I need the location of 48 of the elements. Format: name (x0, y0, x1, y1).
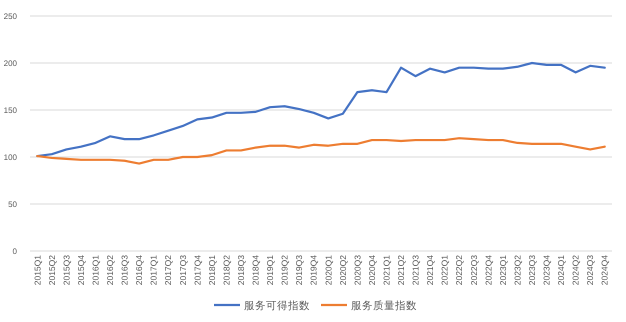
x-tick-label: 2023Q4 (542, 254, 552, 286)
x-tick-label: 2019Q2 (280, 254, 290, 286)
x-tick-label: 2024Q4 (600, 254, 610, 286)
x-tick-label: 2023Q1 (498, 254, 508, 286)
x-tick-label: 2024Q3 (585, 254, 596, 286)
x-tick-label: 2020Q3 (352, 254, 362, 286)
x-tick-label: 2019Q1 (265, 254, 276, 286)
x-tick-label: 2018Q1 (206, 254, 217, 286)
x-tick-label: 2021Q2 (396, 254, 406, 286)
x-tick-label: 2015Q2 (46, 254, 57, 286)
y-tick-label: 50 (8, 200, 18, 209)
y-tick-label: 200 (4, 59, 18, 68)
x-tick-label: 2019Q3 (294, 254, 304, 286)
x-tick-label: 2021Q3 (410, 254, 421, 286)
x-tick-label: 2020Q4 (366, 254, 377, 286)
x-tick-label: 2022Q1 (440, 254, 450, 286)
x-tick-label: 2018Q3 (236, 254, 246, 286)
x-tick-label: 2022Q3 (468, 254, 479, 286)
x-tick-label: 2021Q4 (425, 254, 436, 286)
x-tick-label: 2015Q4 (76, 254, 86, 286)
x-tick-label: 2023Q2 (512, 254, 522, 286)
y-tick-label: 150 (4, 106, 18, 115)
x-tick-label: 2017Q3 (178, 254, 188, 286)
y-tick-label: 0 (12, 247, 18, 256)
x-tick-label: 2024Q1 (556, 254, 566, 286)
x-tick-label: 2018Q2 (221, 254, 232, 286)
x-tick-label: 2024Q2 (570, 254, 581, 286)
x-tick-label: 2017Q4 (192, 254, 202, 286)
x-tick-label: 2015Q3 (61, 254, 72, 286)
x-tick-label: 2020Q1 (323, 254, 334, 286)
y-tick-label: 250 (4, 12, 18, 21)
x-tick-label: 2022Q2 (454, 254, 464, 286)
x-tick-label: 2015Q1 (32, 254, 42, 286)
x-tick-label: 2016Q3 (120, 254, 130, 286)
x-tick-label: 2017Q1 (148, 254, 159, 286)
x-tick-label: 2017Q2 (163, 254, 174, 286)
x-tick-label: 2023Q3 (526, 254, 537, 286)
legend-label: 服务可得指数 (244, 300, 310, 312)
x-tick-label: 2020Q2 (338, 254, 348, 286)
x-tick-label: 2018Q4 (250, 254, 261, 286)
x-tick-label: 2021Q1 (381, 254, 392, 286)
x-tick-label: 2016Q1 (90, 254, 100, 286)
x-tick-label: 2022Q4 (483, 254, 494, 286)
legend-label: 服务质量指数 (351, 299, 417, 312)
x-tick-label: 2016Q4 (134, 254, 144, 286)
x-tick-label: 2016Q2 (105, 254, 116, 286)
y-tick-label: 100 (4, 153, 18, 162)
x-tick-label: 2019Q4 (308, 254, 319, 286)
